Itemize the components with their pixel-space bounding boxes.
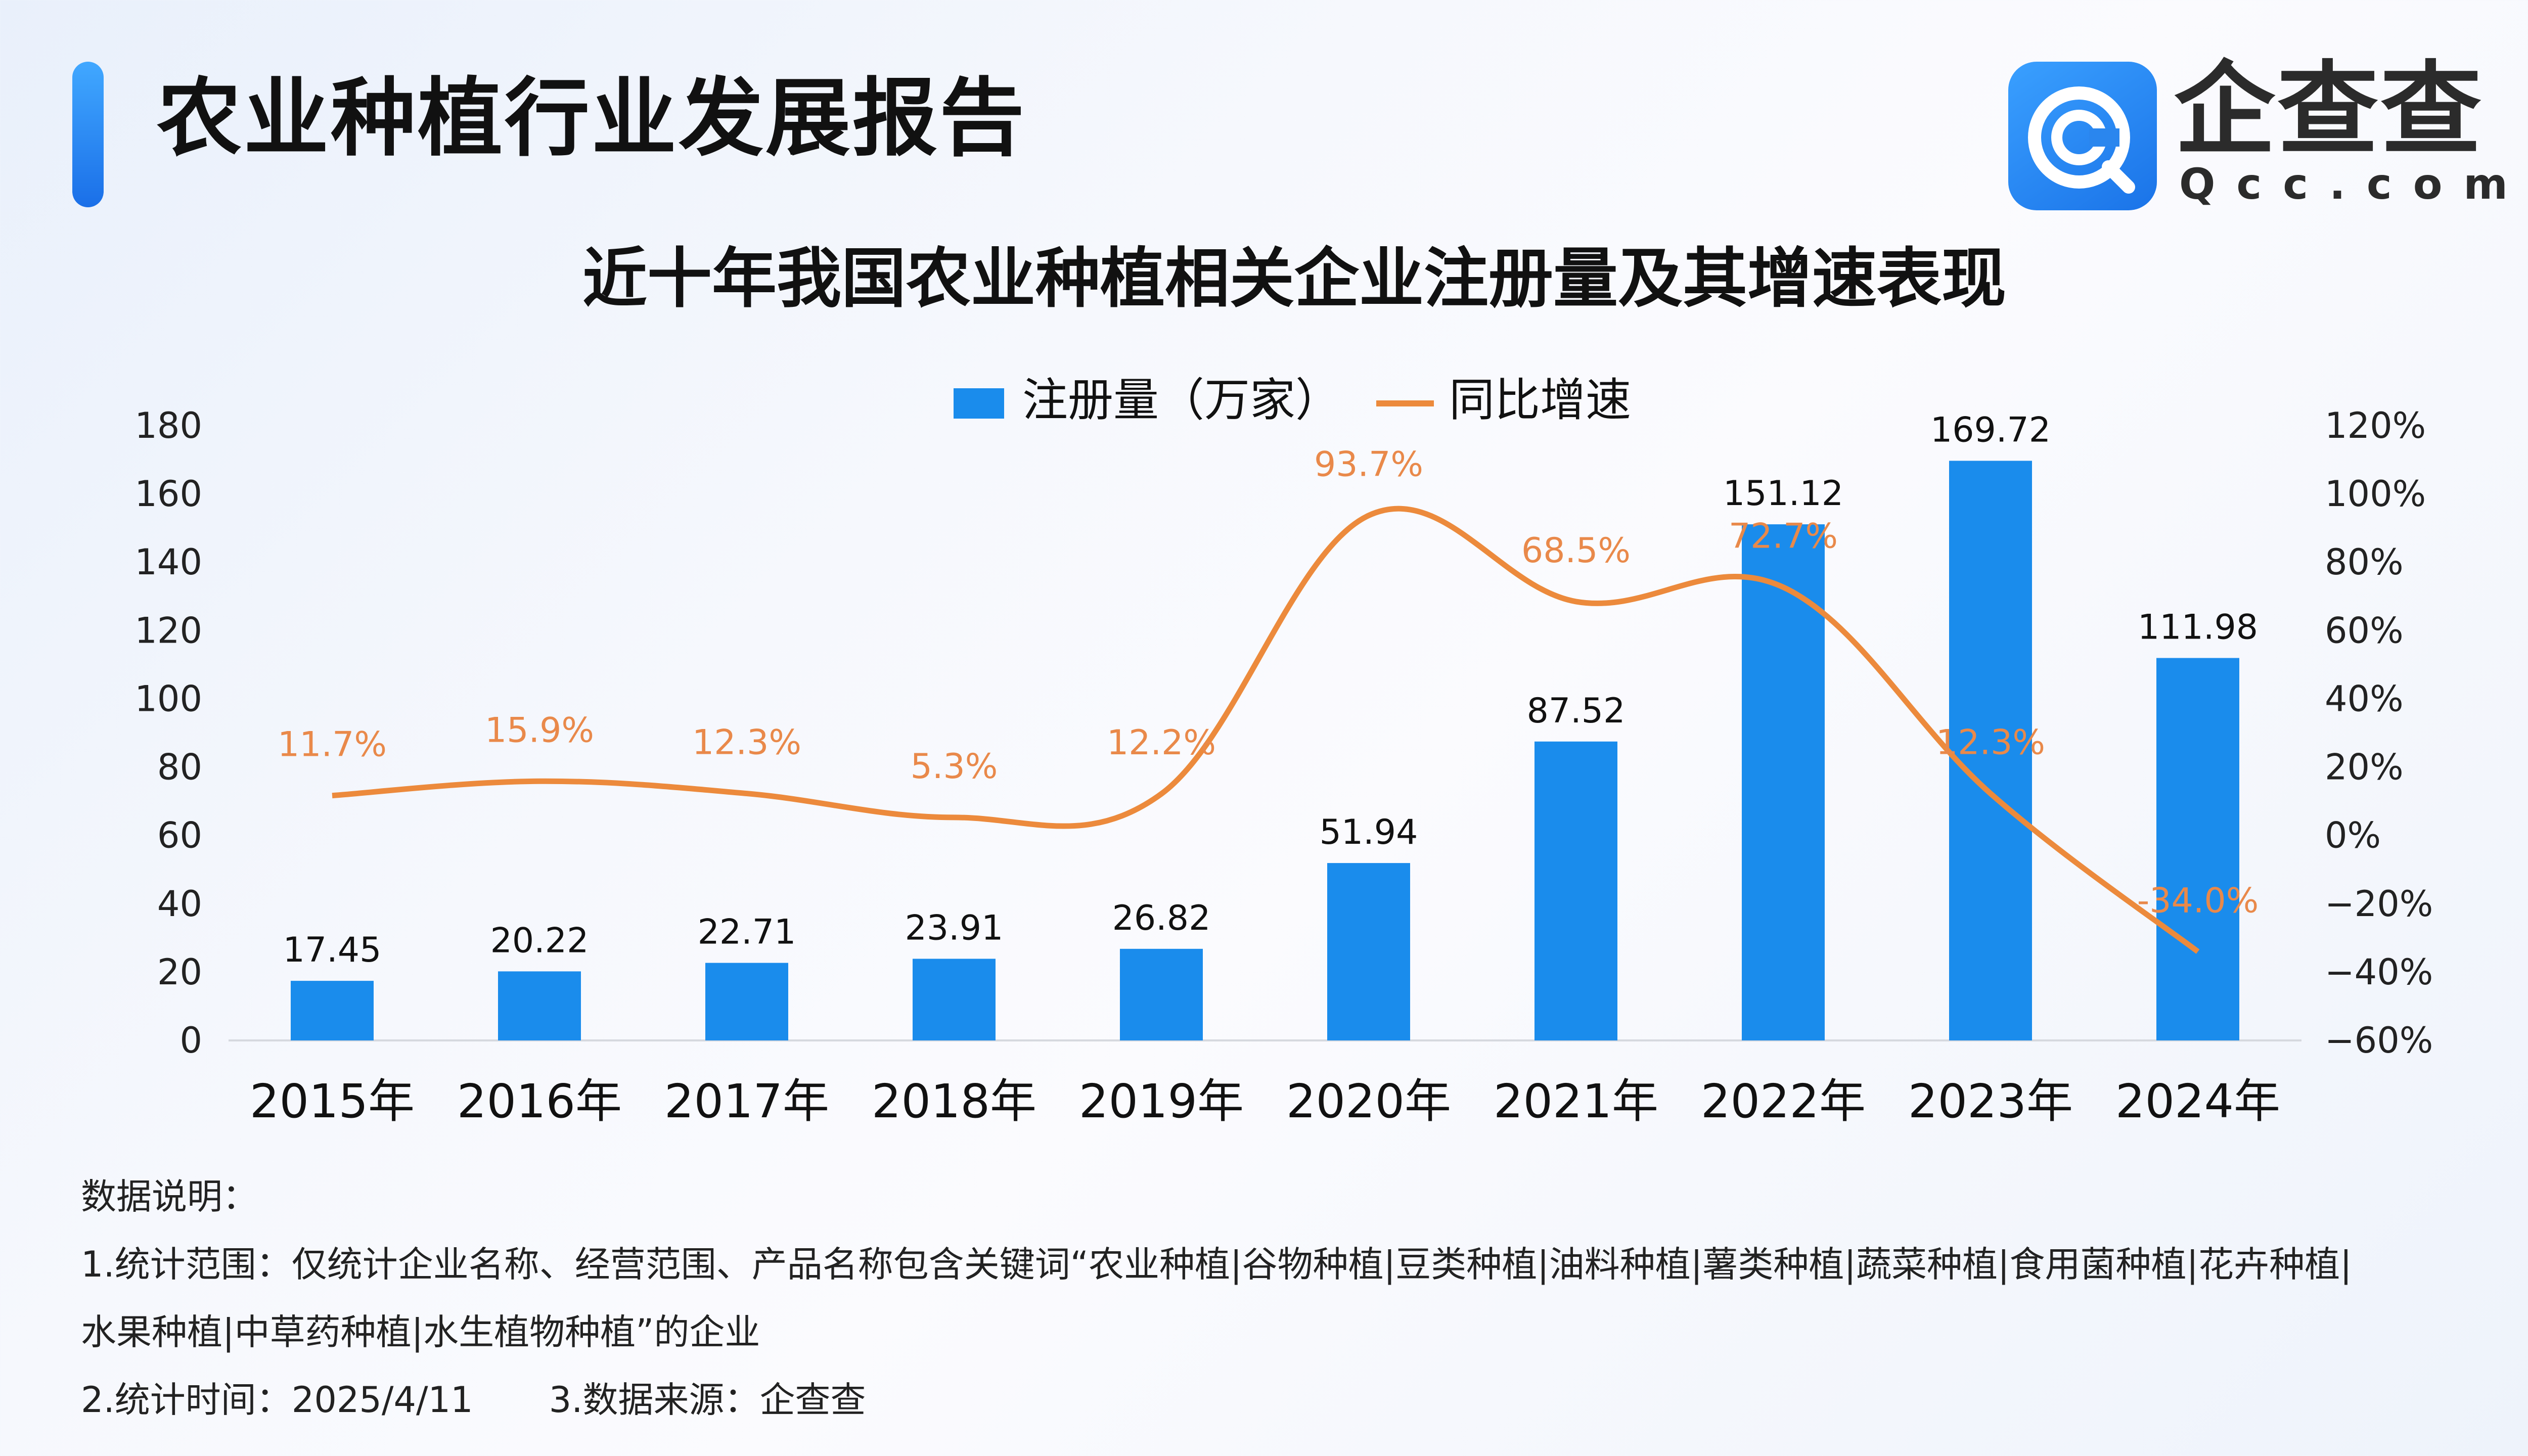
notes-time: 2.统计时间：2025/4/11 (81, 1379, 473, 1421)
y-right-tick-label: 100% (2325, 473, 2426, 515)
y-right-tick-label: 60% (2325, 610, 2404, 651)
bar (2156, 658, 2239, 1040)
growth-rate-line (332, 506, 2200, 954)
y-left-tick-label: 20 (157, 951, 202, 993)
bar-value-label: 51.94 (1320, 812, 1418, 852)
notes-heading: 数据说明： (81, 1176, 258, 1217)
growth-rate-label: 68.5% (1521, 531, 1631, 571)
bar (1949, 461, 2032, 1041)
y-right-tick-label: −20% (2325, 883, 2433, 925)
x-tick-label: 2018年 (872, 1074, 1036, 1128)
y-left-tick-label: 120 (134, 610, 202, 651)
y-left-tick-label: 160 (134, 473, 202, 515)
bar-value-label: 22.71 (698, 913, 796, 952)
y-left-tick-label: 140 (134, 541, 202, 583)
x-tick-label: 2022年 (1701, 1074, 1866, 1128)
x-tick-label: 2023年 (1908, 1074, 2073, 1128)
y-right-tick-label: 20% (2325, 747, 2404, 788)
growth-rate-label: 15.9% (485, 710, 594, 750)
x-tick-label: 2024年 (2115, 1074, 2280, 1128)
x-tick-label: 2016年 (457, 1074, 622, 1128)
bar-value-label: 87.52 (1527, 691, 1626, 731)
growth-rate-label: 12.2% (1107, 723, 1216, 763)
x-tick-label: 2021年 (1494, 1074, 1658, 1128)
bar-value-label: 23.91 (905, 908, 1004, 948)
bar (1534, 741, 1617, 1040)
report-title: 农业种植行业发展报告 (157, 69, 1026, 168)
combo-chart: 注册量（万家） 同比增速 0 20 40 60 80 100 120 140 160 180 −60%… (134, 374, 2433, 1128)
y-right-tick-label: 0% (2325, 815, 2381, 856)
y-left-tick-label: 0 (179, 1020, 202, 1061)
growth-rate-label: 5.3% (911, 747, 998, 787)
y-left-tick-label: 180 (134, 405, 202, 446)
y-left-tick-label: 60 (157, 815, 202, 856)
growth-rate-label: 72.7% (1729, 517, 1838, 557)
bar (1742, 524, 1825, 1040)
notes-scope-line1: 1.统计范围：仅统计企业名称、经营范围、产品名称包含关键词“农业种植|谷物种植|… (81, 1244, 2352, 1285)
data-notes: 数据说明： 1.统计范围：仅统计企业名称、经营范围、产品名称包含关键词“农业种植… (81, 1163, 2508, 1434)
notes-meta: 2.统计时间：2025/4/11 3.数据来源：企查查 (81, 1366, 2508, 1434)
title-accent-bar (72, 62, 104, 207)
y-left-tick-label: 80 (157, 747, 202, 788)
growth-rate-label: 12.3% (692, 723, 801, 763)
y-right-tick-label: 40% (2325, 678, 2404, 719)
bar-value-label: 20.22 (490, 921, 589, 961)
growth-rate-label: 11.7% (278, 725, 387, 765)
legend-bar-swatch (954, 388, 1004, 419)
bar (1327, 863, 1410, 1040)
notes-source: 3.数据来源：企查查 (549, 1379, 866, 1421)
bar-value-label: 111.98 (2138, 608, 2258, 648)
bar (291, 981, 374, 1040)
notes-scope-line2: 水果种植|中草药种植|水生植物种植”的企业 (81, 1311, 760, 1353)
x-tick-label: 2019年 (1079, 1074, 1244, 1128)
bar-value-label: 169.72 (1930, 410, 2051, 450)
bar (705, 963, 788, 1040)
bar-value-label: 17.45 (283, 930, 382, 970)
y-left-tick-label: 100 (134, 678, 202, 719)
y-right-tick-label: −40% (2325, 951, 2433, 993)
bar-value-label: 151.12 (1723, 474, 1843, 514)
x-tick-label: 2017年 (664, 1074, 829, 1128)
legend-line-label: 同比增速 (1449, 374, 1631, 427)
legend-bar-label: 注册量（万家） (1022, 374, 1341, 427)
brand-domain: Qcc.com (2179, 159, 2528, 209)
x-tick-label: 2015年 (250, 1074, 415, 1128)
y-right-tick-label: −60% (2325, 1020, 2433, 1061)
bar (913, 959, 996, 1040)
brand-name: 企查查 (2174, 51, 2484, 169)
growth-rate-label: 12.3% (1936, 723, 2045, 763)
y-right-tick-label: 120% (2325, 405, 2426, 446)
bar-value-label: 26.82 (1112, 898, 1211, 938)
bar (1120, 948, 1203, 1040)
chart-title: 近十年我国农业种植相关企业注册量及其增速表现 (582, 241, 2006, 316)
bar (498, 971, 581, 1040)
x-tick-label: 2020年 (1286, 1074, 1451, 1128)
qcc-logo-icon (2008, 62, 2157, 210)
growth-rate-label: -34.0% (2137, 881, 2259, 921)
y-right-tick-label: 80% (2325, 541, 2404, 583)
y-left-tick-label: 40 (157, 883, 202, 925)
growth-rate-label: 93.7% (1314, 445, 1423, 485)
